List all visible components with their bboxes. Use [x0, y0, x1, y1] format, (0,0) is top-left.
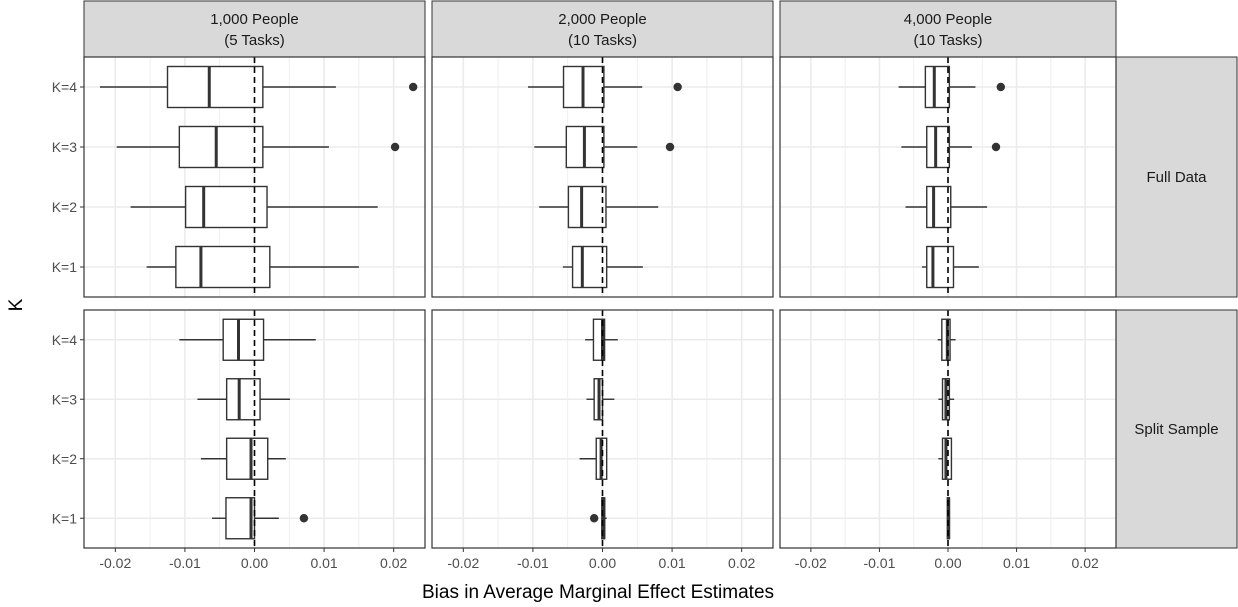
- x-tick-label: 0.02: [380, 555, 407, 571]
- box-k4: [179, 318, 316, 361]
- panel: [431, 309, 774, 549]
- x-tick-label: 0.00: [241, 555, 268, 571]
- y-tick-label: K=3: [52, 391, 78, 407]
- x-tick-label: -0.02: [99, 555, 131, 571]
- row-strip-label: Full Data: [1146, 169, 1207, 186]
- x-tick-label: 0.01: [1003, 555, 1030, 571]
- x-tick-label: 0.00: [589, 555, 616, 571]
- panel-border: [83, 56, 426, 298]
- x-tick-label: 0.02: [728, 555, 755, 571]
- outlier-point: [299, 514, 309, 523]
- outlier-point: [390, 142, 400, 152]
- panel: [83, 56, 426, 298]
- box-iqr: [571, 245, 608, 289]
- panel-border: [431, 56, 774, 298]
- x-tick-label: -0.01: [863, 555, 895, 571]
- outlier-point: [408, 82, 418, 92]
- box-k4: [898, 65, 1005, 109]
- x-tick-label: 0.00: [934, 555, 961, 571]
- panel-border: [779, 56, 1117, 298]
- box-iqr: [926, 245, 955, 289]
- outlier-point: [665, 142, 675, 152]
- outlier-point: [673, 82, 682, 92]
- column-strip: [779, 0, 1117, 58]
- box-iqr: [178, 125, 264, 169]
- box-k1: [562, 245, 643, 289]
- box-k3: [938, 378, 955, 421]
- x-tick-label: 0.01: [658, 555, 685, 571]
- panel: [431, 56, 774, 298]
- outlier-point: [996, 82, 1005, 92]
- x-tick-label: 0.02: [1072, 555, 1099, 571]
- box-iqr: [924, 65, 951, 109]
- column-strip: [83, 0, 426, 58]
- y-tick-label: K=2: [52, 199, 78, 215]
- box-iqr: [184, 185, 268, 229]
- y-tick-label: K=1: [52, 510, 78, 526]
- row-strip-label: Split Sample: [1134, 421, 1218, 438]
- panel: [779, 56, 1117, 298]
- column-strip: [431, 0, 774, 58]
- row-strip: [1115, 309, 1238, 549]
- box-iqr: [926, 185, 952, 229]
- column-strip-sublabel: (10 Tasks): [568, 32, 637, 49]
- box-iqr: [926, 125, 951, 169]
- box-k2: [938, 437, 953, 480]
- box-k1: [146, 245, 359, 289]
- y-tick-label: K=2: [52, 451, 78, 467]
- box-iqr: [222, 318, 265, 361]
- box-iqr: [225, 437, 269, 480]
- outlier-point: [991, 142, 1001, 152]
- box-k1: [589, 497, 607, 540]
- box-k3: [901, 125, 1001, 169]
- box-k2: [539, 185, 659, 229]
- x-tick-label: -0.01: [517, 555, 549, 571]
- box-k3: [116, 125, 400, 169]
- y-tick-label: K=3: [52, 139, 78, 155]
- column-strip-label: 2,000 People: [558, 11, 646, 28]
- column-strip-sublabel: (10 Tasks): [914, 32, 983, 49]
- x-tick-label: 0.01: [310, 555, 337, 571]
- box-k2: [579, 437, 608, 480]
- column-strip-label: 4,000 People: [904, 11, 992, 28]
- box-iqr: [592, 318, 606, 361]
- box-k4: [528, 65, 682, 109]
- box-k3: [534, 125, 675, 169]
- box-k4: [100, 65, 418, 109]
- column-strip-sublabel: (5 Tasks): [224, 32, 285, 49]
- box-iqr: [166, 65, 264, 109]
- box-k2: [905, 185, 988, 229]
- box-k2: [200, 437, 286, 480]
- box-k3: [586, 378, 615, 421]
- y-tick-label: K=1: [52, 259, 78, 275]
- box-iqr: [567, 185, 607, 229]
- x-tick-label: -0.01: [169, 555, 201, 571]
- outlier-point: [589, 514, 599, 523]
- panel: [779, 309, 1117, 549]
- box-k2: [130, 185, 378, 229]
- x-axis-title: Bias in Average Marginal Effect Estimate…: [422, 582, 774, 603]
- y-tick-label: K=4: [52, 332, 78, 348]
- y-axis-title: K: [6, 298, 27, 311]
- box-k1: [212, 497, 309, 540]
- x-tick-label: -0.02: [795, 555, 827, 571]
- column-strip-label: 1,000 People: [210, 11, 298, 28]
- box-iqr: [175, 245, 271, 289]
- x-tick-label: -0.02: [447, 555, 479, 571]
- row-strip: [1115, 56, 1238, 298]
- panel: [83, 309, 426, 549]
- y-tick-label: K=4: [52, 79, 78, 95]
- box-k1: [921, 245, 979, 289]
